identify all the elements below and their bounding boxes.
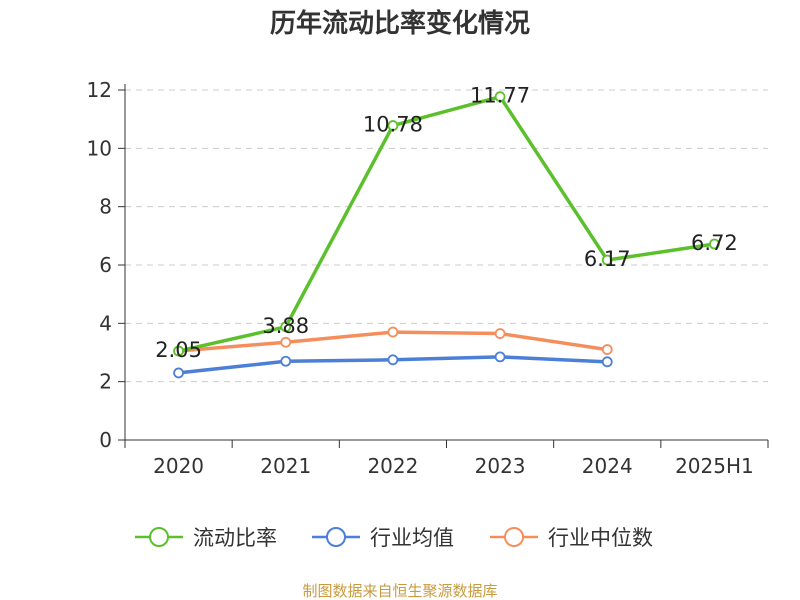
x-tick-label: 2021 xyxy=(260,454,311,478)
data-point xyxy=(280,321,292,333)
axes: 0 2 4 6 8 10 12 2020 2021 2022 2023 2024 2025H1 xyxy=(87,78,769,478)
y-tick-label: 4 xyxy=(99,311,112,335)
legend-marker xyxy=(504,527,524,547)
data-label: 11.77 xyxy=(470,84,530,108)
legend-marker xyxy=(326,527,346,547)
data-label: 6.17 xyxy=(584,247,631,271)
x-tick-label: 2022 xyxy=(367,454,418,478)
y-tick-label: 8 xyxy=(99,195,112,219)
y-tick-label: 2 xyxy=(99,370,112,394)
data-label: 10.78 xyxy=(363,113,423,137)
data-point xyxy=(387,326,399,338)
series-layer xyxy=(173,91,720,379)
x-tick-label: 2023 xyxy=(475,454,526,478)
data-label: 6.72 xyxy=(691,231,738,255)
data-point xyxy=(173,345,184,357)
x-tick-label: 2025H1 xyxy=(675,454,754,478)
data-labels: 2.05 3.88 10.78 11.77 6.17 6.72 xyxy=(155,84,738,362)
data-point xyxy=(173,367,184,379)
y-tick-label: 12 xyxy=(87,78,112,102)
grid-lines xyxy=(125,89,768,383)
y-tick-label: 0 xyxy=(99,428,112,452)
legend-label: 行业中位数 xyxy=(548,526,653,550)
legend-marker xyxy=(149,527,169,547)
data-point xyxy=(494,91,506,103)
data-point xyxy=(387,120,399,131)
data-point xyxy=(709,238,720,250)
legend: 流动比率 行业均值 行业中位数 xyxy=(135,526,653,550)
x-tick-label: 2024 xyxy=(582,454,633,478)
y-tick-label: 10 xyxy=(87,136,112,160)
data-label: 2.05 xyxy=(155,338,202,362)
series-line xyxy=(178,94,715,353)
data-point xyxy=(601,344,613,355)
data-point xyxy=(601,254,613,266)
chart-title: 历年流动比率变化情况 xyxy=(270,8,530,39)
y-tick-label: 6 xyxy=(99,253,112,277)
data-point xyxy=(494,351,506,363)
data-label: 3.88 xyxy=(262,314,309,338)
source-note: 制图数据来自恒生聚源数据库 xyxy=(302,582,497,600)
x-tick-label: 2020 xyxy=(153,454,204,478)
data-point xyxy=(494,328,506,339)
data-point xyxy=(601,356,613,368)
legend-label: 行业均值 xyxy=(370,526,454,550)
data-point xyxy=(280,355,292,367)
data-point xyxy=(280,336,292,348)
data-point xyxy=(387,354,399,366)
legend-label: 流动比率 xyxy=(193,526,277,550)
